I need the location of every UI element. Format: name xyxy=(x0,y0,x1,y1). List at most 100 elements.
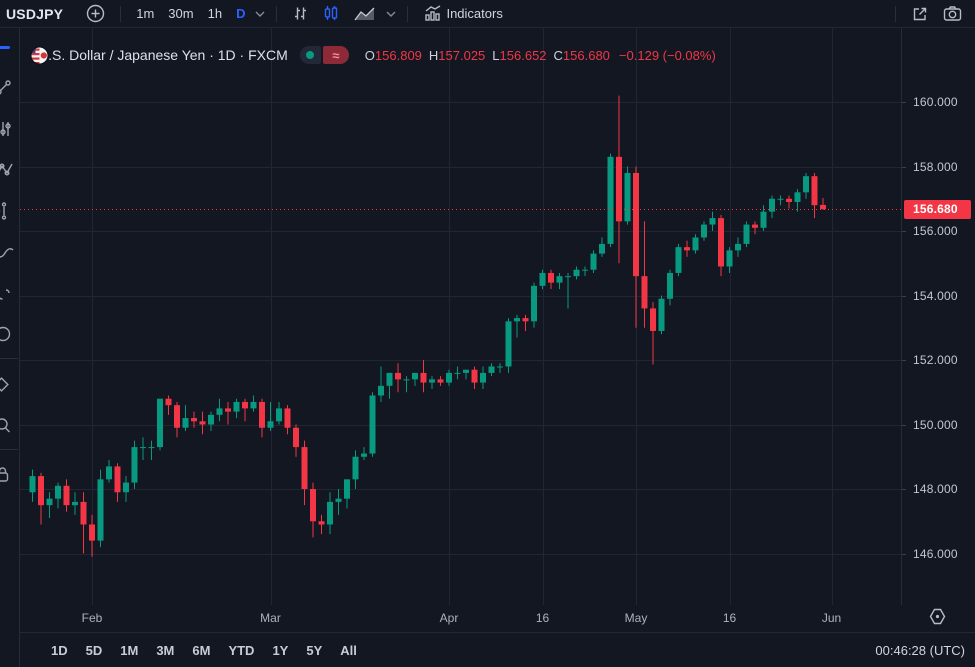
clock[interactable]: 00:46:28 (UTC) xyxy=(875,642,965,658)
forecast-tool-icon[interactable] xyxy=(0,190,19,231)
price-tick-mark xyxy=(902,102,906,103)
plus-circle-icon xyxy=(86,4,105,23)
high-value: 157.025 xyxy=(438,47,486,63)
chart-legend: U.S. Dollar / Japanese Yen · 1D · FXCM ≈… xyxy=(30,46,716,65)
candlestick-chart[interactable] xyxy=(20,28,901,605)
range-button-1m[interactable]: 1M xyxy=(113,640,145,661)
chevron-down-icon xyxy=(386,11,396,17)
time-tick-label: May xyxy=(624,611,648,625)
brush-tool-icon[interactable] xyxy=(0,231,19,272)
top-toolbar: USDJPY 1m 30m 1h D xyxy=(0,0,975,28)
interval-dropdown-button[interactable] xyxy=(252,2,268,26)
annotation-tool-icon[interactable] xyxy=(0,272,19,313)
chart-title[interactable]: U.S. Dollar / Japanese Yen · 1D · FXCM xyxy=(38,47,288,63)
candle-style-icon xyxy=(323,5,340,22)
interval-1h-button[interactable]: 1h xyxy=(201,2,229,26)
pane-settings-octagon-icon[interactable] xyxy=(929,608,946,630)
fib-retracement-tool-icon[interactable] xyxy=(0,108,19,149)
style-dropdown-button[interactable] xyxy=(383,2,399,26)
price-tick-mark xyxy=(902,360,906,361)
price-tick-label: 148.000 xyxy=(913,482,958,496)
change-value: −0.129 (−0.08%) xyxy=(618,47,716,63)
range-button-1y[interactable]: 1Y xyxy=(265,640,295,661)
price-tick-mark xyxy=(902,295,906,297)
range-button-ytd[interactable]: YTD xyxy=(221,640,261,661)
interval-30m-button[interactable]: 30m xyxy=(161,2,200,26)
zoom-tool-icon[interactable] xyxy=(0,404,19,445)
chart-pane[interactable]: U.S. Dollar / Japanese Yen · 1D · FXCM ≈… xyxy=(20,28,901,605)
open-value: 156.809 xyxy=(374,47,422,63)
price-tick-label: 154.000 xyxy=(913,288,958,303)
date-range-switcher: 1D 5D 1M 3M 6M YTD 1Y 5Y All xyxy=(44,640,364,661)
measure-tool-icon[interactable] xyxy=(0,363,19,404)
low-key: L xyxy=(492,47,500,63)
time-tick-label: 16 xyxy=(722,611,737,625)
close-value: 156.680 xyxy=(562,47,610,63)
symbol-name[interactable]: USDJPY xyxy=(6,5,64,22)
interval-1d-button[interactable]: D xyxy=(229,2,252,26)
bar-style-button[interactable] xyxy=(285,2,316,26)
range-button-1d[interactable]: 1D xyxy=(44,640,75,661)
ohlc-readout: O156.809 H157.025 L156.652 C156.680 −0.1… xyxy=(365,48,716,63)
lock-drawings-tool-icon[interactable] xyxy=(0,454,19,495)
toolbar-separator xyxy=(120,5,122,22)
compare-add-symbol-button[interactable] xyxy=(79,2,112,26)
price-tick-label: 146.000 xyxy=(913,546,958,561)
range-button-5y[interactable]: 5Y xyxy=(299,640,329,661)
pattern-tool-icon[interactable] xyxy=(0,149,19,190)
shapes-tool-icon[interactable] xyxy=(0,313,19,354)
trendline-tool-icon[interactable] xyxy=(0,67,19,108)
time-tick-label: Mar xyxy=(260,611,281,625)
screenshot-button[interactable] xyxy=(936,2,969,26)
price-axis[interactable]: 156.680 160.000 158.000 156.000 154.000 152.… xyxy=(901,28,974,605)
drawing-toolbar xyxy=(0,28,20,667)
area-style-icon xyxy=(354,6,376,22)
indicators-label: Indicators xyxy=(446,6,503,21)
low-value: 156.652 xyxy=(499,47,547,63)
interval-1m-button[interactable]: 1m xyxy=(129,2,161,26)
toolbar-separator xyxy=(895,5,896,22)
high-key: H xyxy=(428,47,439,63)
price-tick-label: 160.000 xyxy=(913,95,958,109)
price-tick-label: 150.000 xyxy=(913,417,958,432)
range-button-6m[interactable]: 6M xyxy=(185,640,217,661)
price-tick-label: 152.000 xyxy=(913,353,958,367)
price-tick-mark xyxy=(902,231,906,232)
range-button-5d[interactable]: 5D xyxy=(79,640,110,661)
price-tick-mark xyxy=(902,489,906,490)
area-style-button[interactable] xyxy=(347,2,383,26)
time-tick-label: Apr xyxy=(439,611,459,625)
bar-style-icon xyxy=(292,5,309,22)
price-tick-label: 158.000 xyxy=(913,159,958,174)
status-pill[interactable]: ≈ xyxy=(299,46,349,64)
toolbar-separator xyxy=(276,5,278,22)
range-button-3m[interactable]: 3M xyxy=(149,640,181,661)
bottom-toolbar: 1D 5D 1M 3M 6M YTD 1Y 5Y All 00:46:28 (UTC) xyxy=(20,632,975,667)
indicators-button[interactable]: Indicators xyxy=(416,2,509,26)
price-tick-mark xyxy=(902,166,906,168)
time-axis-row: Feb Mar Apr 16 May 16 Jun xyxy=(20,605,975,632)
external-link-icon xyxy=(911,5,929,23)
drawbar-separator xyxy=(0,358,18,359)
time-tick-label: Feb xyxy=(81,611,103,625)
last-price-label: 156.680 xyxy=(904,199,971,219)
open-in-new-window-button[interactable] xyxy=(904,2,936,26)
price-tick-mark xyxy=(902,424,906,426)
cursor-tool-active-indicator xyxy=(0,46,10,49)
camera-icon xyxy=(943,5,962,22)
open-key: O xyxy=(364,47,375,63)
close-key: C xyxy=(553,47,563,63)
delayed-data-icon: ≈ xyxy=(322,46,349,64)
drawbar-separator xyxy=(0,449,18,450)
time-tick-label: Jun xyxy=(821,611,842,625)
toolbar-separator xyxy=(407,5,409,22)
time-axis[interactable]: Feb Mar Apr 16 May 16 Jun xyxy=(20,605,901,632)
time-tick-label: 16 xyxy=(535,611,550,625)
range-button-all[interactable]: All xyxy=(333,640,364,661)
market-open-dot-icon xyxy=(299,46,321,64)
price-tick-label: 156.000 xyxy=(913,224,958,238)
candle-style-button[interactable] xyxy=(316,2,347,26)
indicators-icon xyxy=(423,4,443,23)
price-tick-mark xyxy=(902,553,906,555)
